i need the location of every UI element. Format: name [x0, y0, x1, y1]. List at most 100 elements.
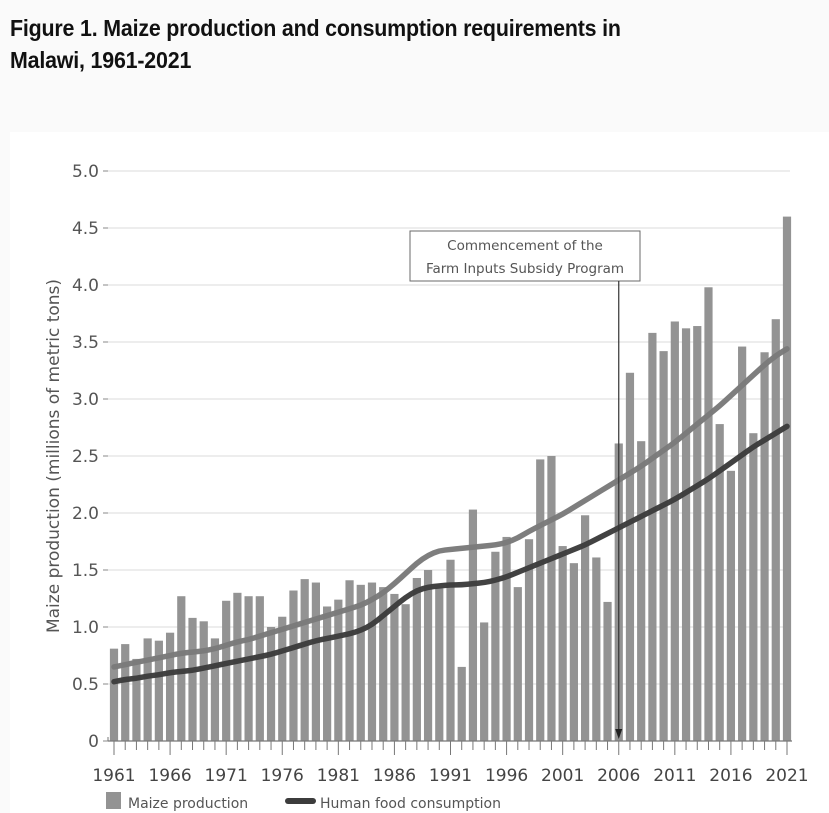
bar-maize-production: [199, 621, 208, 741]
bar-maize-production: [513, 587, 522, 741]
bar-maize-production: [715, 424, 724, 741]
bar-maize-production: [480, 622, 489, 741]
bar-maize-production: [334, 599, 343, 741]
y-tick-label: 2.0: [72, 504, 99, 524]
bar-maize-production: [670, 321, 679, 741]
x-tick-label: 1971: [205, 766, 248, 786]
bar-maize-production: [581, 515, 590, 741]
bar-maize-production: [165, 632, 175, 741]
bar-maize-production: [771, 319, 780, 741]
bar-maize-production: [390, 593, 399, 741]
x-tick-label: 1961: [92, 766, 135, 786]
bar-maize-production: [412, 577, 421, 741]
line-total-consumption-requirement: [111, 346, 790, 670]
x-tick-label: 1996: [485, 766, 528, 786]
bar-maize-production: [524, 539, 534, 741]
annotation-line-2: Farm Inputs Subsidy Program: [426, 261, 624, 277]
y-tick-label: 4.5: [72, 219, 99, 239]
figure-title: Figure 1. Maize production and consumpti…: [10, 12, 754, 76]
bar-maize-production: [648, 332, 657, 741]
bar-maize-production: [423, 570, 433, 741]
x-tick-label: 2001: [541, 766, 584, 786]
bar-maize-production: [592, 557, 601, 741]
bar-maize-production: [177, 596, 186, 741]
bar-maize-production: [603, 601, 612, 741]
annotation-line-1: Commencement of the: [447, 238, 603, 254]
bar-maize-production: [401, 604, 410, 741]
y-tick-label: 1.0: [72, 618, 99, 638]
x-tick-label: 1986: [373, 766, 416, 786]
annotation: Commencement of the Farm Inputs Subsidy …: [409, 230, 641, 739]
x-tick-label: 2021: [765, 766, 808, 786]
bar-maize-production: [244, 596, 253, 741]
y-tick-label: 0.5: [72, 675, 99, 695]
y-tick-label: 4.0: [72, 276, 99, 296]
bar-maize-production: [255, 596, 264, 741]
bar-maize-production: [188, 617, 197, 741]
bar-maize-production: [468, 509, 478, 741]
y-tick-label: 0: [88, 732, 99, 752]
x-tick-label: 2006: [597, 766, 640, 786]
bar-maize-production: [704, 287, 713, 741]
bar-maize-production: [300, 579, 309, 741]
bar-maize-production: [121, 644, 130, 741]
x-tick-label: 1981: [317, 766, 360, 786]
x-tick-label: 1991: [429, 766, 472, 786]
bar-maize-production: [379, 587, 388, 741]
bar-maize-production: [154, 640, 163, 741]
bar-maize-production: [233, 592, 242, 741]
bar-maize-production: [266, 627, 276, 741]
lines: [111, 346, 790, 685]
bar-maize-production: [143, 638, 152, 741]
bar-maize-production: [457, 666, 466, 741]
bar-maize-production: [345, 580, 354, 741]
figure-title-line-2: Malawi, 1961-2021: [10, 47, 192, 73]
bar-maize-production: [693, 326, 702, 741]
annotation-box: [409, 230, 641, 282]
bar-maize-production: [132, 658, 141, 741]
bar-maize-production: [446, 559, 455, 741]
bar-maize-production: [311, 582, 320, 741]
bar-maize-production: [367, 582, 377, 741]
x-tick-label: 2011: [653, 766, 696, 786]
legend-swatch-maize-production: [106, 792, 121, 809]
y-tick-label: 1.5: [72, 561, 99, 581]
annotation-arrowhead: [615, 729, 623, 739]
bar-maize-production: [681, 328, 691, 741]
bar-maize-production: [210, 638, 220, 741]
line-human-food-consumption: [111, 423, 790, 685]
bar-maize-production: [323, 606, 332, 741]
bar-maize-production: [760, 352, 769, 741]
y-tick-label: 3.5: [72, 333, 99, 353]
y-axis-label: Maize production (millions of metric ton…: [44, 279, 64, 633]
bar-maize-production: [659, 351, 668, 741]
legend-label-human-food-consumption: Human food consumption: [320, 796, 501, 812]
legend: Maize production Human food consumption: [106, 792, 501, 812]
bar-maize-production: [569, 563, 578, 741]
bar-maize-production: [109, 648, 119, 741]
y-tick-label: 5.0: [72, 162, 99, 182]
x-tick-label: 1976: [261, 766, 304, 786]
bar-maize-production: [502, 536, 511, 741]
bar-maize-production: [558, 546, 567, 741]
bar-maize-production: [289, 590, 298, 741]
bar-maize-production: [491, 551, 500, 741]
figure-title-line-1: Figure 1. Maize production and consumpti…: [10, 15, 621, 41]
bar-maize-production: [356, 584, 365, 741]
bar-maize-production: [222, 600, 231, 741]
bar-maize-production: [738, 346, 747, 741]
bars: [109, 216, 792, 742]
bar-maize-production: [726, 470, 736, 741]
bar-maize-production: [536, 459, 545, 741]
y-axis-ticks: 0 0.5 1.0 1.5 2.0 2.5 3.0 3.5 4.0 4.5 5.0: [72, 162, 108, 752]
bar-maize-production: [749, 433, 758, 741]
y-tick-label: 3.0: [72, 390, 99, 410]
y-tick-label: 2.5: [72, 447, 99, 467]
bar-maize-production: [547, 456, 556, 741]
x-tick-label: 1966: [148, 766, 191, 786]
bar-maize-production: [435, 588, 444, 741]
bar-maize-production: [278, 616, 287, 741]
legend-label-maize-production: Maize production: [128, 796, 248, 812]
bar-maize-production: [782, 216, 792, 742]
